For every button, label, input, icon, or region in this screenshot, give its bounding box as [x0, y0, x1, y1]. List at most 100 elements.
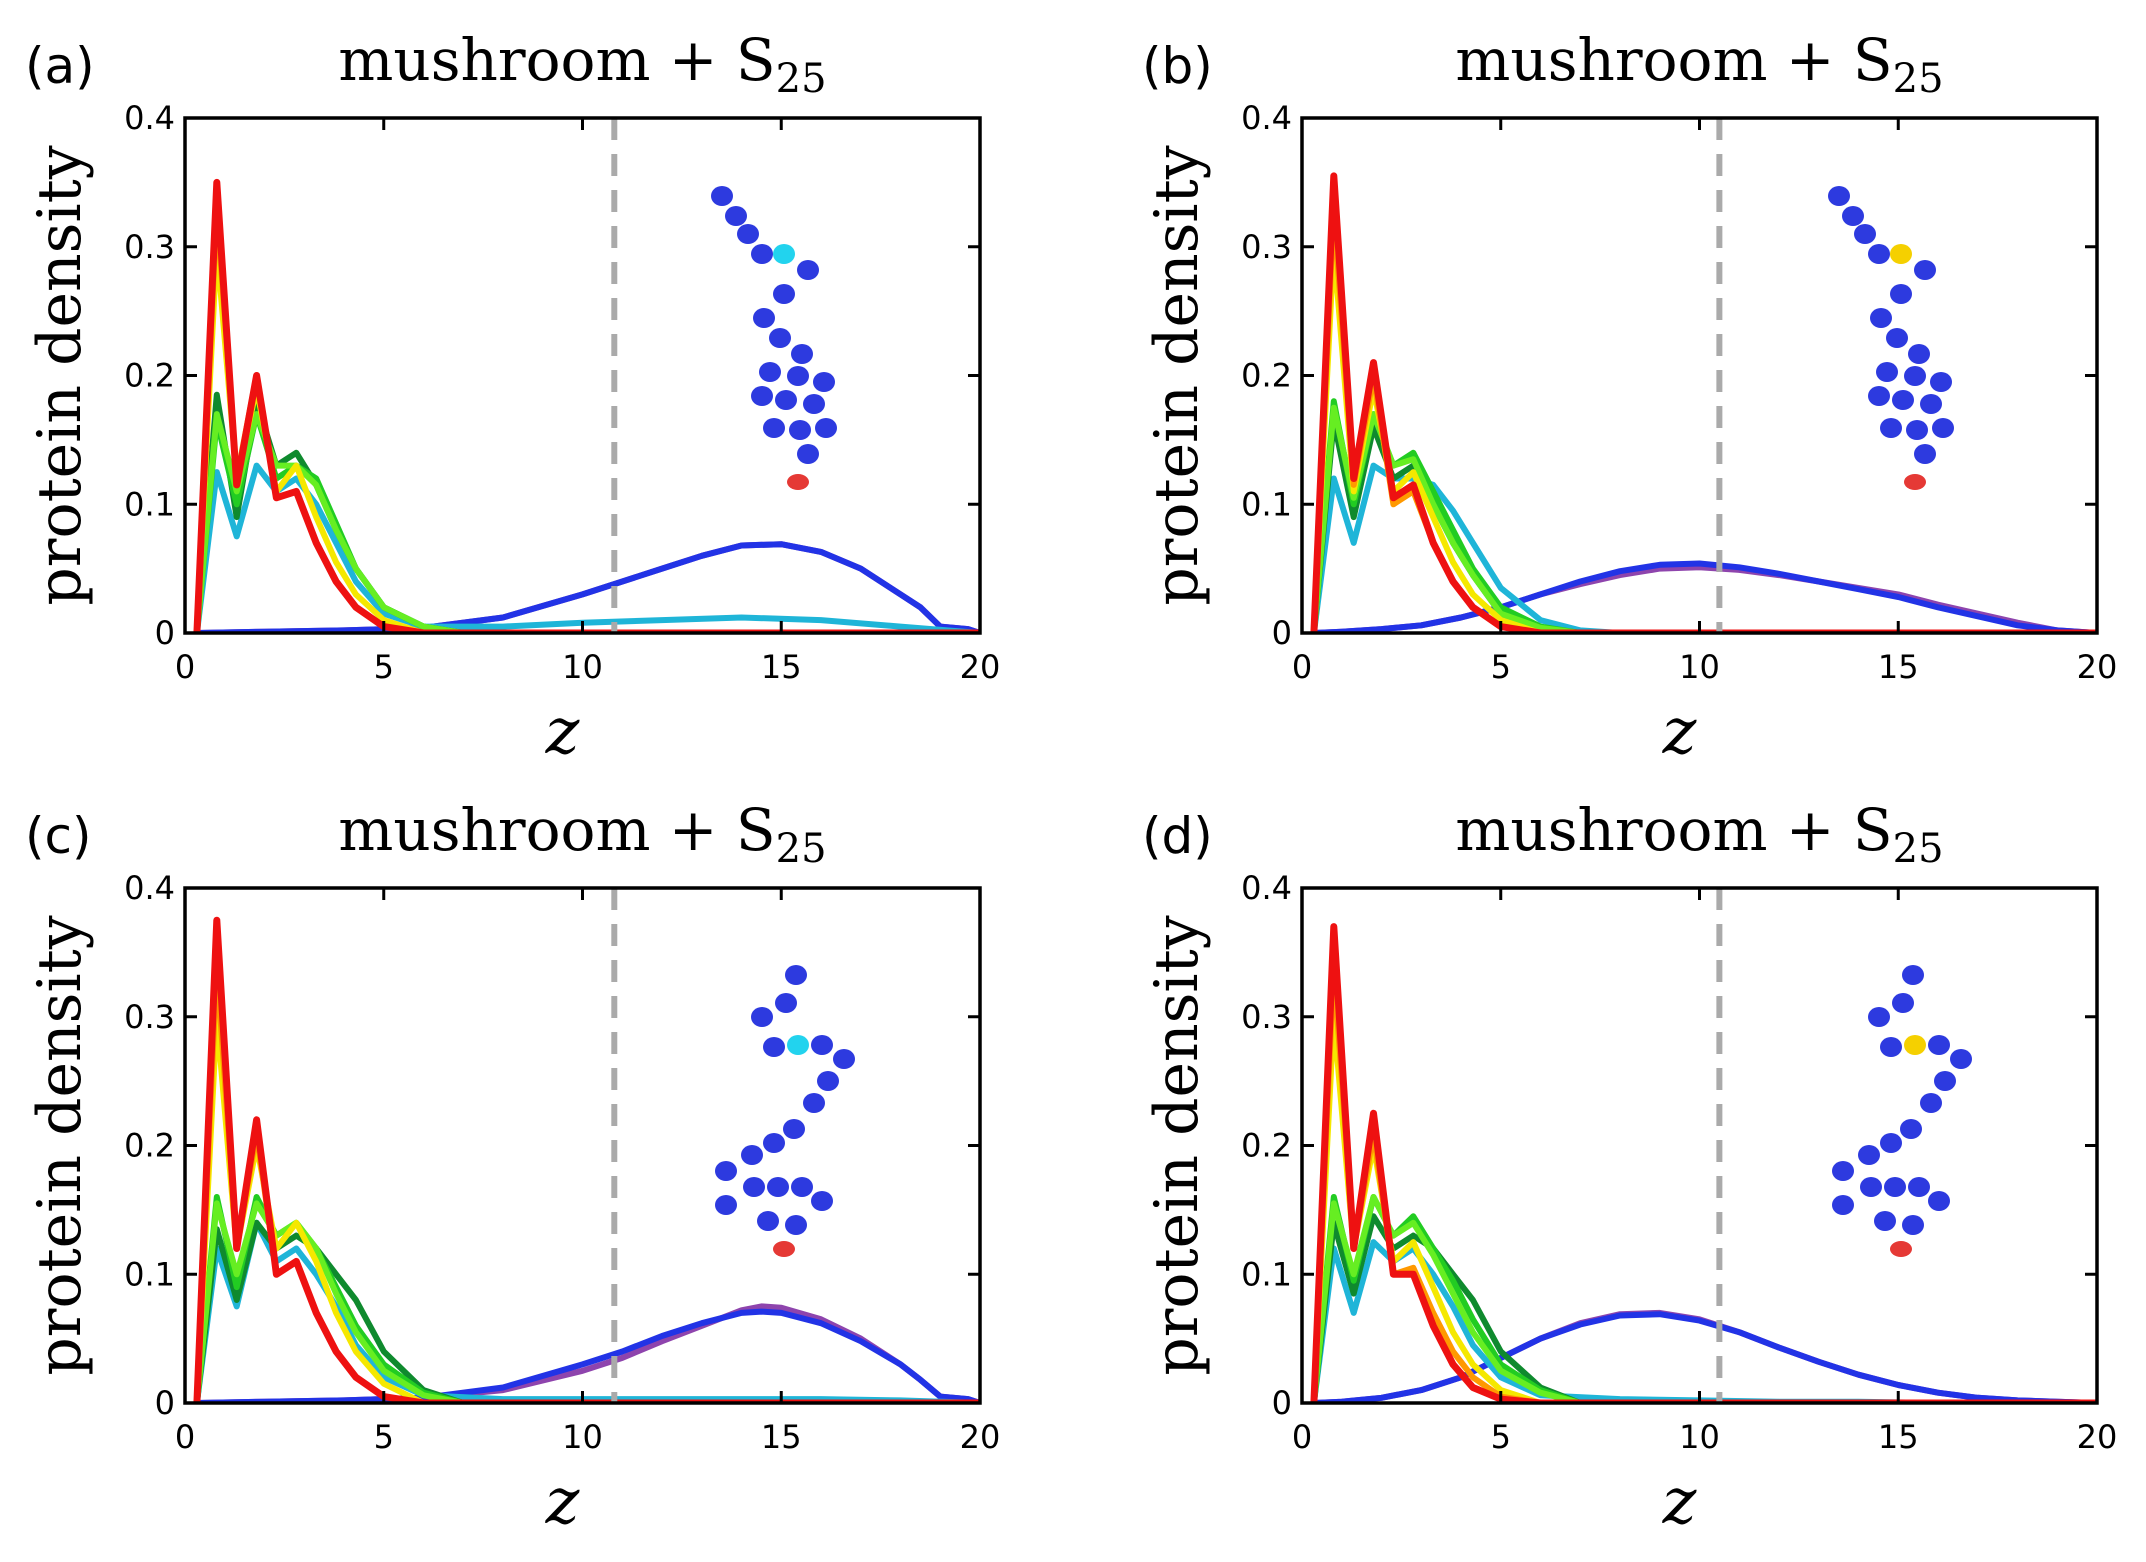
series-line-lime	[193, 1200, 980, 1403]
inset-bead	[1890, 284, 1912, 304]
inset-bead	[1906, 420, 1928, 440]
inset-bead	[1950, 1049, 1972, 1069]
y-tick-label: 0.4	[124, 869, 175, 907]
inset-bead	[797, 444, 819, 464]
inset-bead	[751, 244, 773, 264]
inset-bead	[787, 366, 809, 386]
x-axis-label: z	[545, 695, 581, 769]
y-tick-label: 0.1	[1241, 485, 1292, 523]
inset-highlight-bead	[787, 1035, 809, 1055]
inset-bead	[1928, 1191, 1950, 1211]
y-axis-label: protein density	[25, 145, 95, 605]
inset-bead	[811, 1035, 833, 1055]
inset-bead	[783, 1119, 805, 1139]
inset-bead	[775, 390, 797, 410]
series-line-purple	[193, 1303, 980, 1403]
series-line-lime	[1310, 404, 2097, 633]
inset-bead	[1860, 1177, 1882, 1197]
y-axis-label: protein density	[1142, 915, 1212, 1375]
series-line-cyan	[193, 462, 980, 633]
inset-bead	[1900, 1119, 1922, 1139]
x-tick-label: 15	[761, 1418, 802, 1456]
inset-bead	[715, 1195, 737, 1215]
inset-bead	[803, 1093, 825, 1113]
x-tick-label: 20	[960, 648, 1001, 686]
series-line-green	[1310, 1194, 2097, 1403]
inset-bead	[815, 418, 837, 438]
series-group	[193, 916, 980, 1403]
inset-molecule	[711, 186, 837, 490]
inset-bead	[791, 1177, 813, 1197]
x-tick-label: 0	[175, 648, 195, 686]
y-tick-label: 0.4	[124, 99, 175, 137]
inset-bead	[785, 965, 807, 985]
inset-bead	[1886, 328, 1908, 348]
inset-bead	[1928, 1035, 1950, 1055]
chart-title-main: mushroom + S	[338, 796, 775, 864]
inset-bead	[1858, 1145, 1880, 1165]
inset-bead	[1920, 1093, 1942, 1113]
inset-bead	[1908, 1177, 1930, 1197]
y-tick-label: 0.3	[1241, 998, 1292, 1036]
panel-a: (a) mushroom + S25 0 5 10 15 20 0 0.1 0.2 0.3 0.4 z p…	[25, 26, 1000, 769]
x-tick-label: 20	[2077, 1418, 2118, 1456]
x-tick-label: 10	[562, 1418, 603, 1456]
y-tick-label: 0	[1272, 1384, 1292, 1422]
inset-bead	[1842, 206, 1864, 226]
panel-letter: (c)	[25, 807, 92, 865]
inset-bead	[1914, 260, 1936, 280]
y-tick-label: 0.2	[1241, 357, 1292, 395]
inset-bead	[763, 1037, 785, 1057]
plot-frame	[183, 116, 982, 635]
x-tick-label: 0	[175, 1418, 195, 1456]
inset-molecule	[1832, 965, 1972, 1257]
y-tick-label: 0.2	[1241, 1127, 1292, 1165]
inset-bead	[791, 344, 813, 364]
x-axis-label: z	[1662, 695, 1698, 769]
inset-bead	[833, 1049, 855, 1069]
inset-end-bead	[1890, 1241, 1912, 1257]
series-line-blue	[1310, 1311, 2097, 1403]
y-tick-label: 0.1	[124, 1255, 175, 1293]
y-tick-label: 0.3	[124, 998, 175, 1036]
inset-bead	[759, 362, 781, 382]
y-tick-label: 0.2	[124, 1127, 175, 1165]
inset-bead	[715, 1161, 737, 1181]
chart-title-main: mushroom + S	[1455, 796, 1892, 864]
series-group	[1310, 172, 2097, 633]
chart-title-subscript: 25	[1893, 826, 1944, 872]
x-tick-label: 0	[1292, 1418, 1312, 1456]
inset-bead	[753, 308, 775, 328]
y-tick-label: 0.3	[124, 228, 175, 266]
inset-bead	[725, 206, 747, 226]
inset-bead	[1828, 186, 1850, 206]
series-line-red	[193, 916, 980, 1403]
inset-bead	[767, 1177, 789, 1197]
y-tick-label: 0.3	[1241, 228, 1292, 266]
inset-bead	[785, 1215, 807, 1235]
inset-bead	[1934, 1071, 1956, 1091]
y-tick-label: 0.2	[124, 357, 175, 395]
inset-bead	[1868, 1007, 1890, 1027]
inset-bead	[1920, 394, 1942, 414]
inset-bead	[1902, 965, 1924, 985]
x-axis-label: z	[1662, 1465, 1698, 1539]
series-line-yellow	[193, 243, 980, 633]
inset-bead	[1868, 244, 1890, 264]
x-tick-label: 10	[1679, 648, 1720, 686]
inset-bead	[1870, 308, 1892, 328]
inset-molecule	[715, 965, 855, 1257]
inset-bead	[803, 394, 825, 414]
inset-bead	[1868, 386, 1890, 406]
inset-bead	[1892, 390, 1914, 410]
panel-letter: (b)	[1142, 37, 1213, 95]
inset-bead	[775, 993, 797, 1013]
series-line-red	[1310, 923, 2097, 1403]
inset-bead	[813, 372, 835, 392]
inset-bead	[737, 224, 759, 244]
chart-title: mushroom + S25	[1455, 26, 1943, 102]
series-line-blue	[193, 1308, 980, 1403]
inset-bead	[711, 186, 733, 206]
inset-bead	[1876, 362, 1898, 382]
